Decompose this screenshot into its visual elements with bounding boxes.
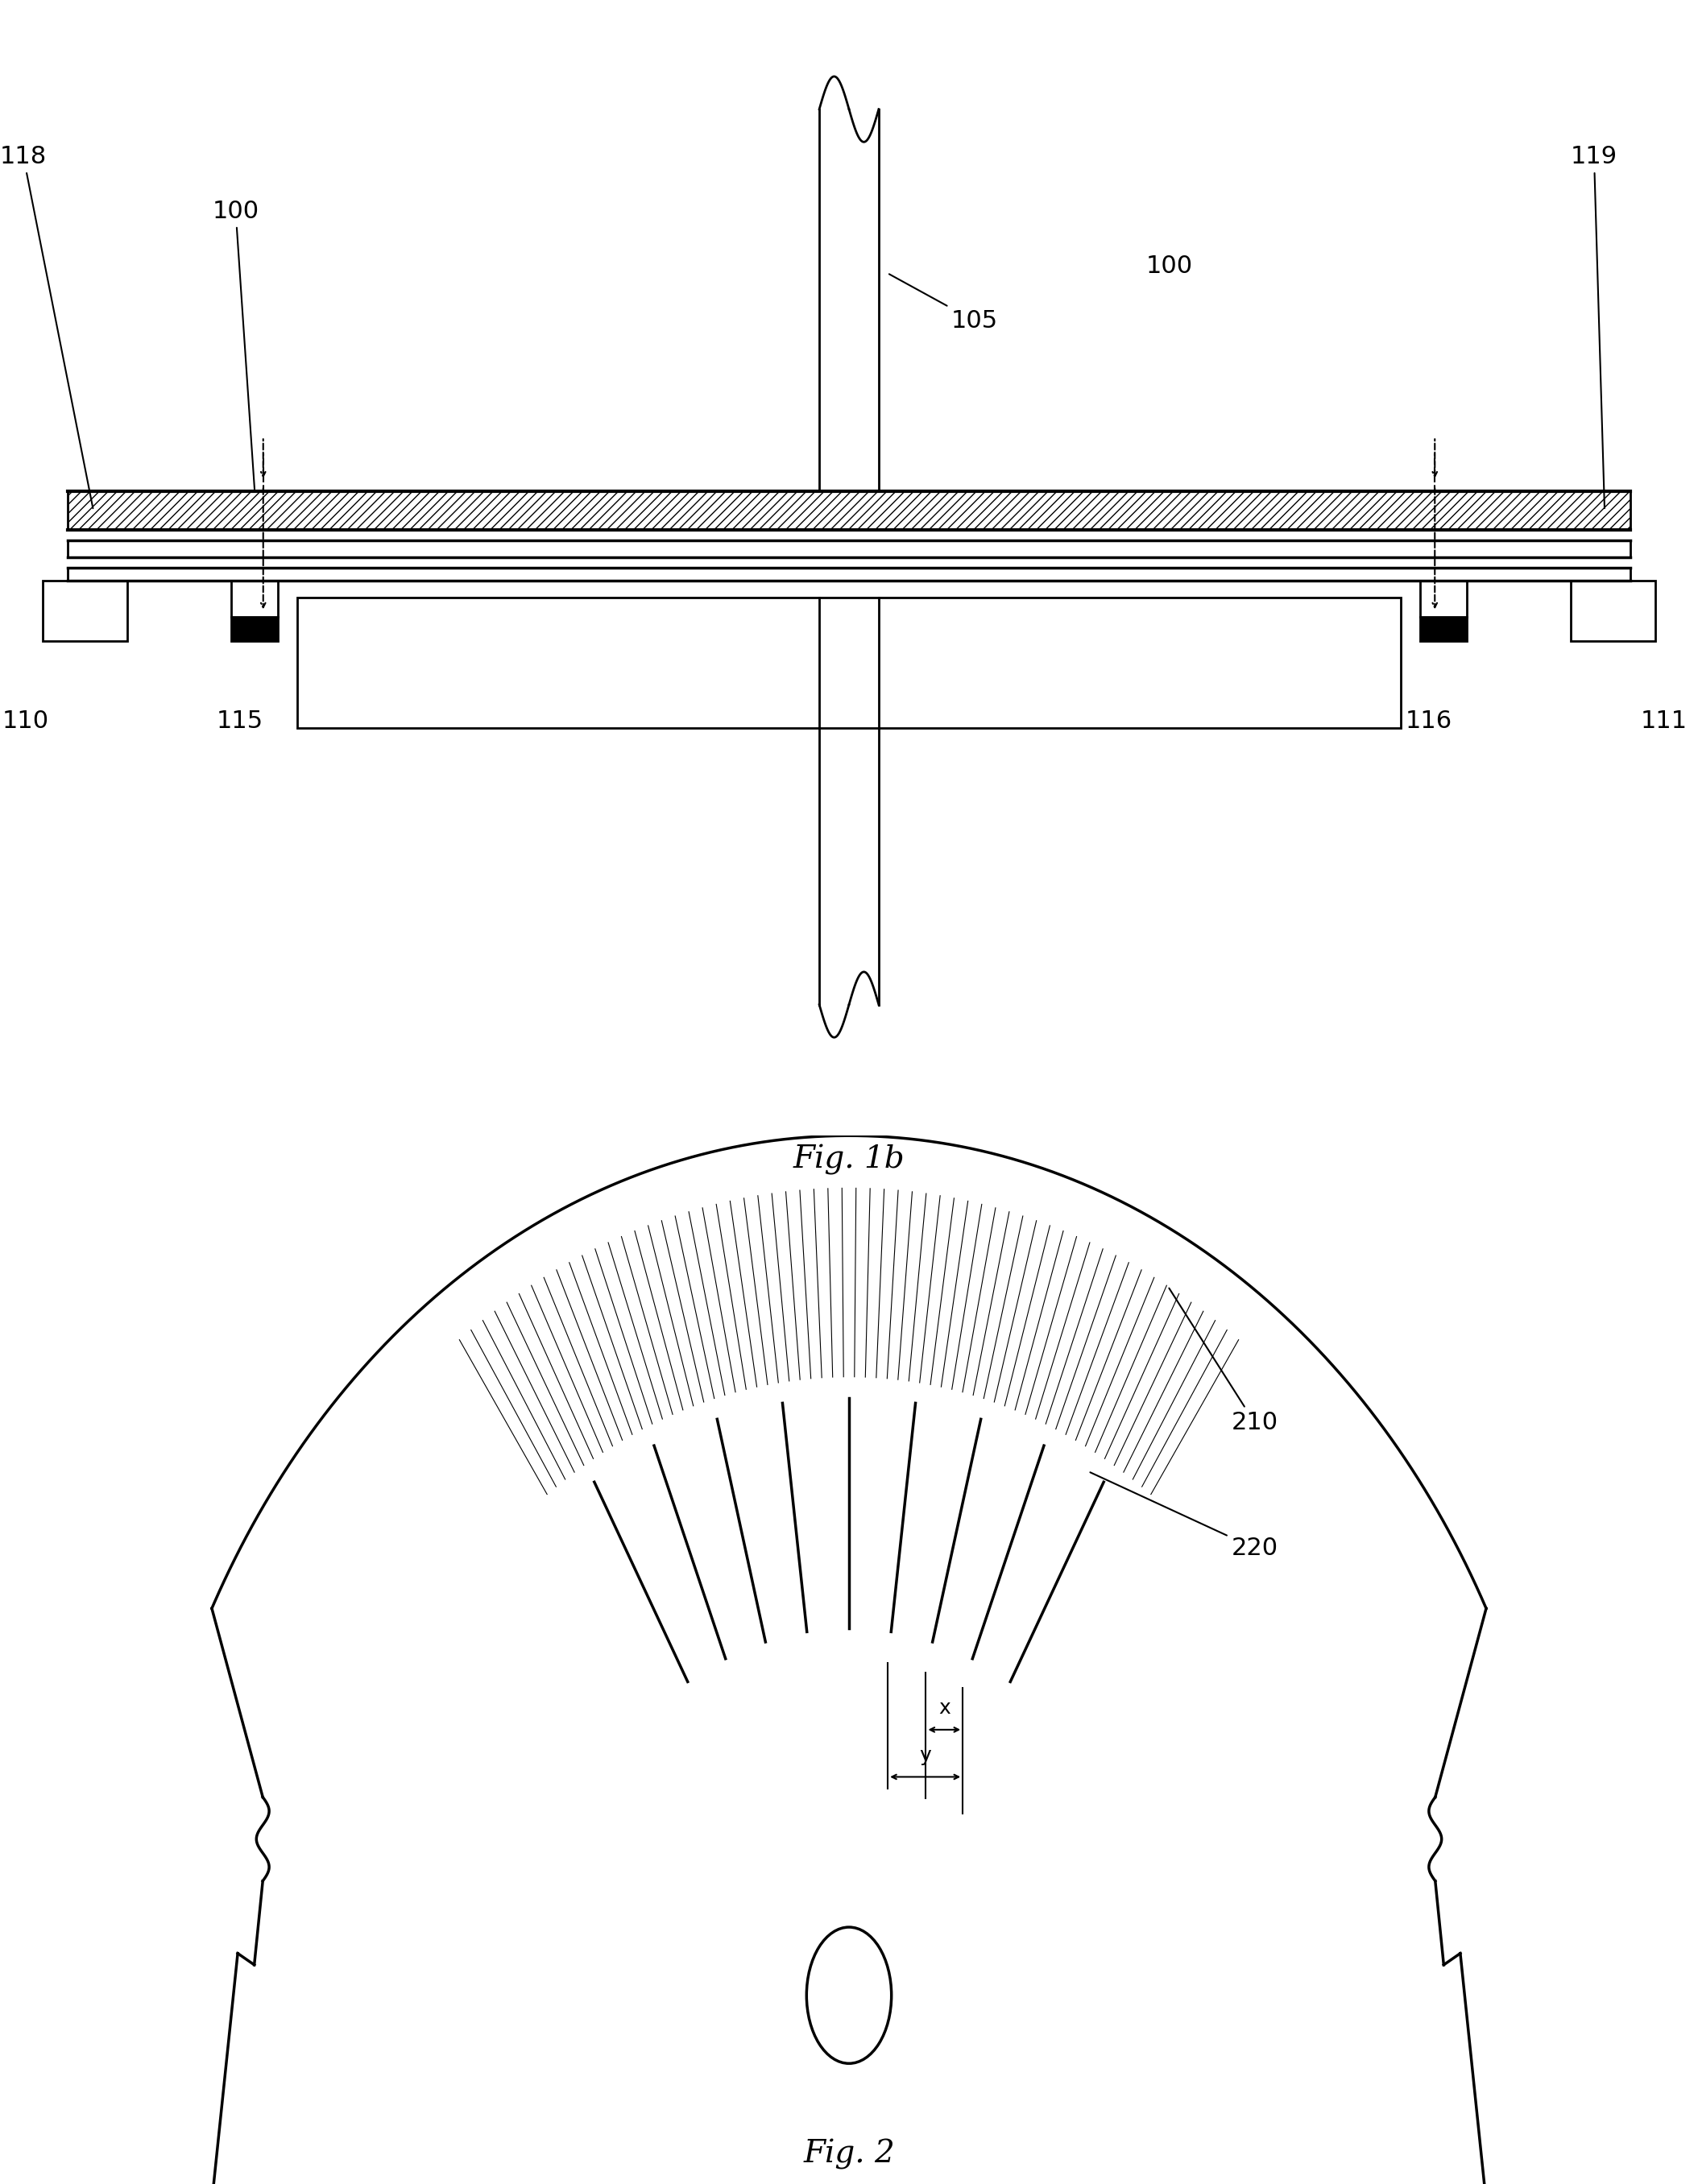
Text: 115: 115 (216, 710, 263, 734)
Text: 105: 105 (890, 273, 998, 332)
Text: 116: 116 (1404, 710, 1452, 734)
Bar (231, 616, 278, 640)
Text: 111: 111 (1640, 710, 1688, 734)
Text: Fig. 1b: Fig. 1b (793, 1144, 905, 1175)
Text: 100: 100 (212, 201, 260, 489)
Bar (231, 581, 278, 616)
Text: 119: 119 (1571, 146, 1618, 509)
Text: 220: 220 (1090, 1472, 1279, 1559)
Text: Fig. 2: Fig. 2 (803, 2140, 895, 2171)
Text: y: y (919, 1745, 931, 1765)
Bar (1420, 616, 1467, 640)
Text: 118: 118 (0, 146, 93, 509)
Ellipse shape (807, 1926, 891, 2064)
Text: x: x (939, 1699, 951, 1719)
Bar (42, 581, 127, 640)
Bar (68, 568, 1630, 581)
Bar (297, 596, 1401, 727)
Bar (1571, 581, 1656, 640)
Text: 110: 110 (2, 710, 49, 734)
Bar (68, 539, 1630, 557)
Bar (68, 491, 1630, 529)
Bar (1420, 581, 1467, 616)
Text: 100: 100 (1146, 256, 1194, 277)
Text: 210: 210 (1168, 1289, 1279, 1435)
